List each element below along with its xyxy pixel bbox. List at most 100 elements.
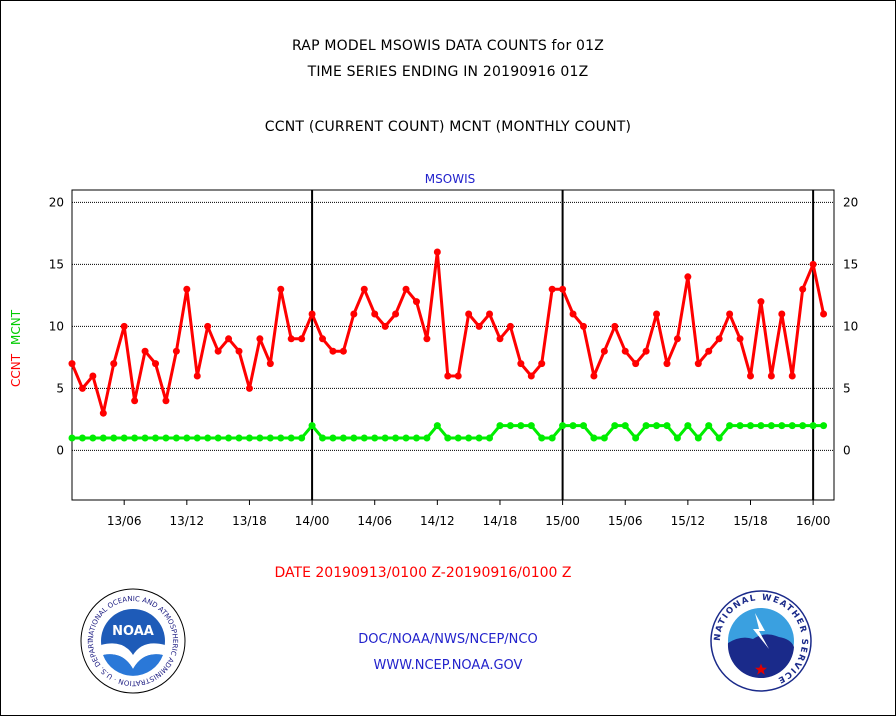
plot-title: MSOWIS	[424, 172, 476, 186]
data-point-ccnt	[579, 322, 587, 330]
data-point-ccnt	[162, 397, 170, 405]
data-point-mcnt	[444, 434, 452, 442]
data-point-mcnt	[757, 422, 765, 430]
data-point-mcnt	[611, 422, 619, 430]
data-point-mcnt	[266, 434, 274, 442]
data-point-mcnt	[319, 434, 327, 442]
data-point-ccnt	[360, 285, 368, 293]
data-point-ccnt	[141, 347, 149, 355]
chart-title-line3: CCNT (CURRENT COUNT) MCNT (MONTHLY COUNT…	[264, 119, 632, 135]
x-tick-label: 14/18	[483, 514, 518, 528]
data-point-ccnt	[329, 347, 337, 355]
data-point-ccnt	[131, 397, 139, 405]
noaa-logo-text: NOAA	[112, 624, 154, 639]
data-point-mcnt	[726, 422, 734, 430]
y-tick-label-right: 20	[843, 195, 858, 209]
data-point-mcnt	[673, 434, 681, 442]
data-point-mcnt	[590, 434, 598, 442]
data-point-ccnt	[600, 347, 608, 355]
date-range-label: DATE 20190913/0100 Z-20190916/0100 Z	[274, 565, 572, 581]
data-point-mcnt	[632, 434, 640, 442]
data-point-mcnt	[715, 434, 723, 442]
y-tick-label-right: 15	[843, 257, 858, 271]
data-point-mcnt	[788, 422, 796, 430]
data-point-mcnt	[78, 434, 86, 442]
data-point-ccnt	[444, 372, 452, 380]
data-point-ccnt	[809, 260, 817, 268]
data-point-ccnt	[454, 372, 462, 380]
data-point-ccnt	[183, 285, 191, 293]
url-label: WWW.NCEP.NOAA.GOV	[373, 658, 523, 673]
data-point-ccnt	[653, 310, 661, 318]
data-point-ccnt	[590, 372, 598, 380]
data-point-ccnt	[496, 335, 504, 343]
chart-title-line2: TIME SERIES ENDING IN 20190916 01Z	[307, 64, 589, 80]
series-layer	[68, 248, 828, 442]
data-point-ccnt	[193, 372, 201, 380]
data-point-ccnt	[527, 372, 535, 380]
data-point-mcnt	[193, 434, 201, 442]
data-point-ccnt	[705, 347, 713, 355]
x-tick-label: 13/06	[107, 514, 142, 528]
data-point-mcnt	[245, 434, 253, 442]
data-point-ccnt	[559, 285, 567, 293]
data-point-mcnt	[746, 422, 754, 430]
data-point-mcnt	[339, 434, 347, 442]
y-tick-label-left: 15	[49, 257, 64, 271]
data-point-mcnt	[778, 422, 786, 430]
data-point-ccnt	[778, 310, 786, 318]
grid-layer	[72, 190, 834, 500]
data-point-ccnt	[412, 298, 420, 306]
data-point-mcnt	[506, 422, 514, 430]
data-point-ccnt	[120, 322, 128, 330]
data-point-mcnt	[329, 434, 337, 442]
data-point-mcnt	[110, 434, 118, 442]
data-point-mcnt	[621, 422, 629, 430]
x-tick-label: 15/12	[671, 514, 706, 528]
data-point-ccnt	[256, 335, 264, 343]
x-tick-label: 15/06	[608, 514, 643, 528]
data-point-mcnt	[705, 422, 713, 430]
data-point-mcnt	[214, 434, 222, 442]
data-point-ccnt	[245, 384, 253, 392]
series-line-ccnt	[70, 250, 826, 415]
data-point-ccnt	[673, 335, 681, 343]
data-point-mcnt	[235, 434, 243, 442]
y-tick-label-left: 5	[56, 381, 64, 395]
data-point-mcnt	[496, 422, 504, 430]
y-tick-label-right: 5	[843, 381, 851, 395]
data-point-mcnt	[475, 434, 483, 442]
data-point-mcnt	[68, 434, 76, 442]
data-point-ccnt	[172, 347, 180, 355]
data-point-mcnt	[204, 434, 212, 442]
y-tick-label-right: 0	[843, 443, 851, 457]
data-point-mcnt	[412, 434, 420, 442]
data-point-ccnt	[152, 360, 160, 368]
org-label: DOC/NOAA/NWS/NCEP/NCO	[358, 632, 538, 647]
data-point-ccnt	[319, 335, 327, 343]
data-point-mcnt	[162, 434, 170, 442]
data-point-mcnt	[538, 434, 546, 442]
x-tick-label: 14/00	[295, 514, 330, 528]
data-point-ccnt	[726, 310, 734, 318]
data-point-ccnt	[663, 360, 671, 368]
data-point-ccnt	[788, 372, 796, 380]
data-point-mcnt	[517, 422, 525, 430]
data-point-ccnt	[486, 310, 494, 318]
data-point-ccnt	[235, 347, 243, 355]
data-point-mcnt	[663, 422, 671, 430]
data-point-mcnt	[392, 434, 400, 442]
data-point-ccnt	[611, 322, 619, 330]
data-point-ccnt	[506, 322, 514, 330]
data-point-ccnt	[684, 273, 692, 281]
data-point-ccnt	[465, 310, 473, 318]
data-point-ccnt	[538, 360, 546, 368]
data-point-ccnt	[569, 310, 577, 318]
data-point-mcnt	[600, 434, 608, 442]
data-point-mcnt	[308, 422, 316, 430]
data-point-ccnt	[308, 310, 316, 318]
data-point-mcnt	[736, 422, 744, 430]
x-tick-label: 15/00	[545, 514, 580, 528]
data-point-ccnt	[277, 285, 285, 293]
